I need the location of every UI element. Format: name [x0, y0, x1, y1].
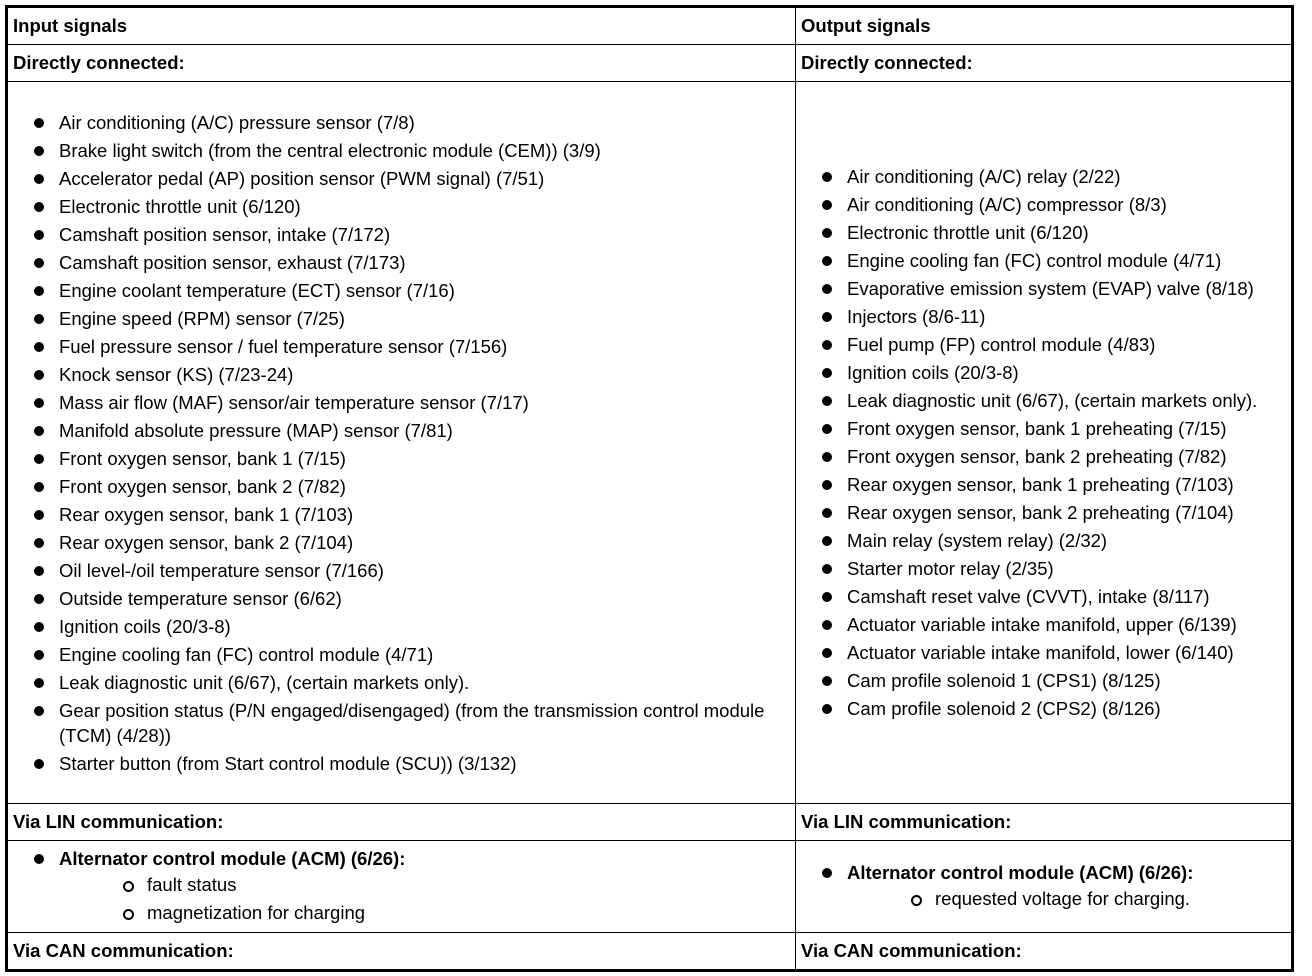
sub-list: fault status magnetization for charging — [59, 871, 795, 927]
list-item: Front oxygen sensor, bank 1 (7/15) — [13, 446, 795, 471]
input-direct-header: Directly connected: — [6, 44, 796, 82]
list-item: Rear oxygen sensor, bank 1 (7/103) — [13, 502, 795, 527]
input-can-header: Via CAN communication: — [6, 932, 796, 971]
list-item: Cam profile solenoid 1 (CPS1) (8/125) — [801, 668, 1283, 693]
sub-list: requested voltage for charging. — [847, 885, 1291, 913]
lin-module-title: Alternator control module (ACM) (6/26): — [59, 848, 406, 869]
list-item: Camshaft reset valve (CVVT), intake (8/1… — [801, 584, 1283, 609]
list-item: Rear oxygen sensor, bank 2 (7/104) — [13, 530, 795, 555]
input-lin-list: Alternator control module (ACM) (6/26): … — [13, 846, 795, 927]
input-direct-cell: Air conditioning (A/C) pressure sensor (… — [6, 81, 796, 804]
list-item: Ignition coils (20/3-8) — [13, 614, 795, 639]
list-item: Actuator variable intake manifold, upper… — [801, 612, 1283, 637]
list-item: Manifold absolute pressure (MAP) sensor … — [13, 418, 795, 443]
list-item: Starter button (from Start control modul… — [13, 751, 795, 776]
list-item: fault status — [59, 871, 795, 899]
list-item: Engine coolant temperature (ECT) sensor … — [13, 278, 795, 303]
list-item: Starter motor relay (2/35) — [801, 556, 1283, 581]
list-item: Knock sensor (KS) (7/23-24) — [13, 362, 795, 387]
output-direct-header: Directly connected: — [795, 44, 1293, 82]
list-item: Ignition coils (20/3-8) — [801, 360, 1283, 385]
list-item: Front oxygen sensor, bank 2 (7/82) — [13, 474, 795, 499]
list-item: Camshaft position sensor, exhaust (7/173… — [13, 250, 795, 275]
list-item: Alternator control module (ACM) (6/26): … — [13, 846, 795, 927]
list-item: Engine cooling fan (FC) control module (… — [13, 642, 795, 667]
list-item: Fuel pump (FP) control module (4/83) — [801, 332, 1283, 357]
list-item: Injectors (8/6-11) — [801, 304, 1283, 329]
output-can-header: Via CAN communication: — [795, 932, 1293, 971]
input-direct-list: Air conditioning (A/C) pressure sensor (… — [13, 110, 795, 776]
list-item: Alternator control module (ACM) (6/26): … — [801, 860, 1291, 913]
input-signals-header: Input signals — [6, 6, 796, 45]
signals-table: Input signals Output signals Directly co… — [5, 5, 1294, 972]
list-item: Engine cooling fan (FC) control module (… — [801, 248, 1283, 273]
output-lin-header: Via LIN communication: — [795, 803, 1293, 841]
list-item: Oil level-/oil temperature sensor (7/166… — [13, 558, 795, 583]
list-item: Cam profile solenoid 2 (CPS2) (8/126) — [801, 696, 1283, 721]
lin-module-title: Alternator control module (ACM) (6/26): — [847, 862, 1194, 883]
list-item: Outside temperature sensor (6/62) — [13, 586, 795, 611]
list-item: Air conditioning (A/C) compressor (8/3) — [801, 192, 1283, 217]
list-item: Mass air flow (MAF) sensor/air temperatu… — [13, 390, 795, 415]
list-item: Brake light switch (from the central ele… — [13, 138, 795, 163]
list-item: Fuel pressure sensor / fuel temperature … — [13, 334, 795, 359]
list-item: Electronic throttle unit (6/120) — [13, 194, 795, 219]
output-direct-cell: Air conditioning (A/C) relay (2/22) Air c… — [795, 81, 1293, 804]
list-item: Air conditioning (A/C) relay (2/22) — [801, 164, 1283, 189]
list-item: requested voltage for charging. — [847, 885, 1291, 913]
list-item: Leak diagnostic unit (6/67), (certain ma… — [801, 388, 1283, 413]
list-item: Engine speed (RPM) sensor (7/25) — [13, 306, 795, 331]
output-lin-list: Alternator control module (ACM) (6/26): … — [801, 860, 1291, 913]
output-lin-cell: Alternator control module (ACM) (6/26): … — [795, 840, 1293, 933]
list-item: Accelerator pedal (AP) position sensor (… — [13, 166, 795, 191]
list-item: Air conditioning (A/C) pressure sensor (… — [13, 110, 795, 135]
output-direct-list: Air conditioning (A/C) relay (2/22) Air c… — [801, 164, 1283, 721]
input-lin-cell: Alternator control module (ACM) (6/26): … — [6, 840, 796, 933]
list-item: Rear oxygen sensor, bank 1 preheating (7… — [801, 472, 1283, 497]
input-lin-header: Via LIN communication: — [6, 803, 796, 841]
list-item: Leak diagnostic unit (6/67), (certain ma… — [13, 670, 795, 695]
list-item: Evaporative emission system (EVAP) valve… — [801, 276, 1283, 301]
list-item: magnetization for charging — [59, 899, 795, 927]
list-item: Electronic throttle unit (6/120) — [801, 220, 1283, 245]
output-signals-header: Output signals — [795, 6, 1293, 45]
list-item: Gear position status (P/N engaged/diseng… — [13, 698, 795, 748]
list-item: Front oxygen sensor, bank 1 preheating (… — [801, 416, 1283, 441]
list-item: Rear oxygen sensor, bank 2 preheating (7… — [801, 500, 1283, 525]
list-item: Camshaft position sensor, intake (7/172) — [13, 222, 795, 247]
list-item: Front oxygen sensor, bank 2 preheating (… — [801, 444, 1283, 469]
list-item: Actuator variable intake manifold, lower… — [801, 640, 1283, 665]
list-item: Main relay (system relay) (2/32) — [801, 528, 1283, 553]
